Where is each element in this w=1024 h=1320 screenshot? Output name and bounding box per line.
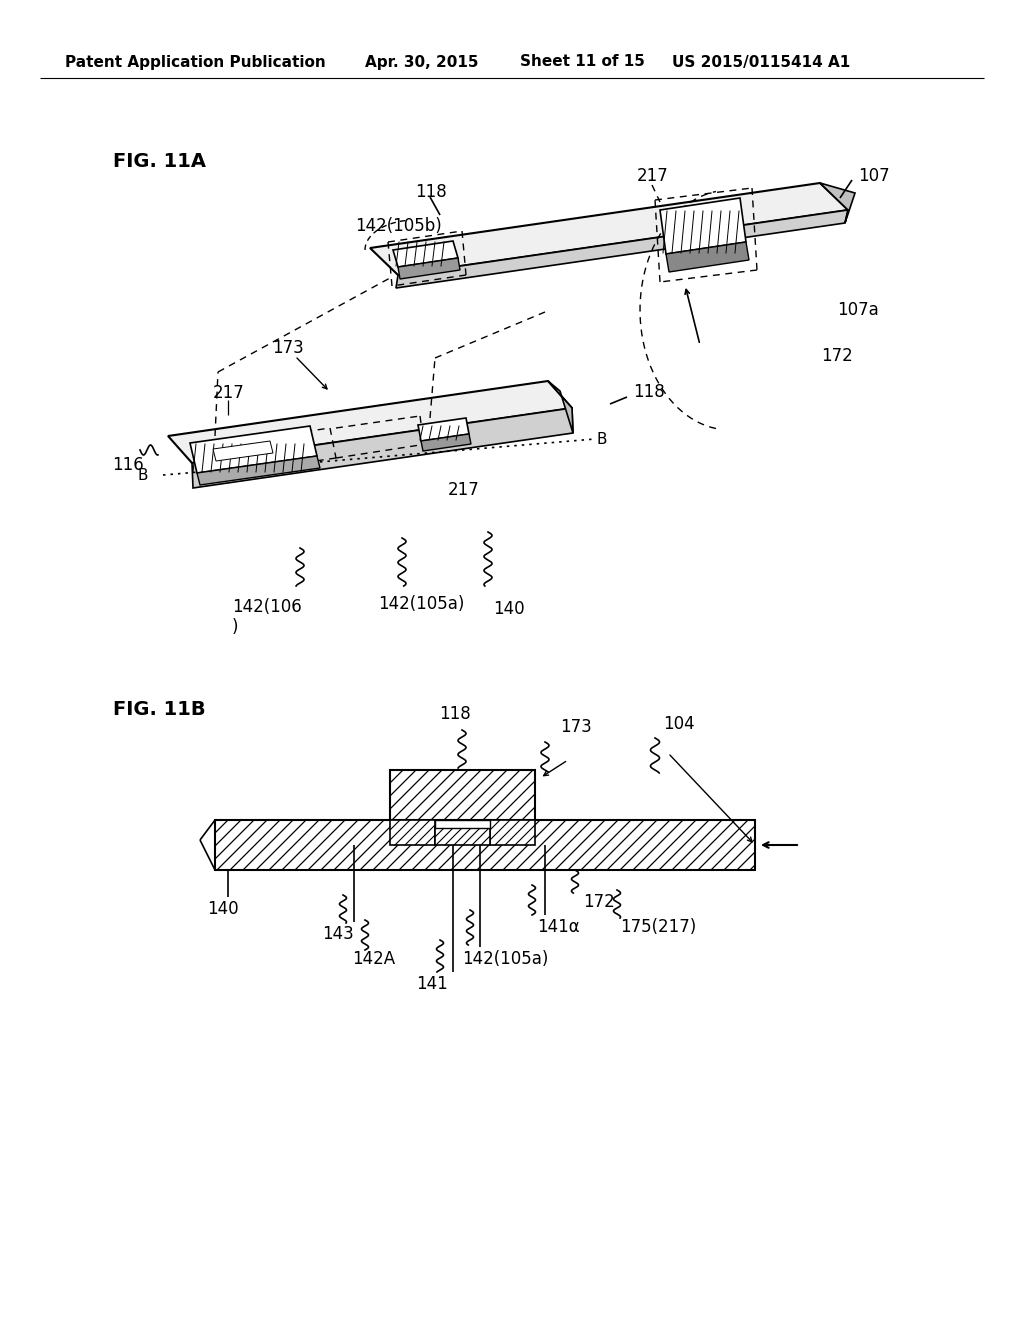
Text: 217: 217 [213,384,245,403]
Text: 141α: 141α [537,917,580,936]
Text: B: B [137,467,148,483]
Text: 141: 141 [416,975,447,993]
Polygon shape [398,257,460,279]
Polygon shape [390,820,435,845]
Text: 217: 217 [637,168,669,185]
Text: 118: 118 [633,383,665,401]
Text: 175(217): 175(217) [620,917,696,936]
Polygon shape [390,770,535,820]
Text: 142(105a): 142(105a) [462,950,549,968]
Text: 142(105a): 142(105a) [378,595,464,612]
Polygon shape [490,820,535,845]
Text: 104: 104 [663,715,694,733]
Text: 118: 118 [439,705,471,723]
Polygon shape [418,418,469,441]
Polygon shape [193,408,573,488]
Text: 217: 217 [449,480,480,499]
Text: 142(105b): 142(105b) [355,216,441,235]
Text: Sheet 11 of 15: Sheet 11 of 15 [520,54,645,70]
Polygon shape [435,828,490,845]
Text: 143: 143 [323,925,354,942]
Text: 140: 140 [493,601,524,618]
Text: ): ) [232,618,239,636]
Polygon shape [393,242,458,267]
Text: 118: 118 [415,183,446,201]
Polygon shape [213,441,273,461]
Text: 172: 172 [821,347,853,366]
Polygon shape [660,198,746,253]
Text: 142A: 142A [352,950,395,968]
Polygon shape [421,434,471,451]
Text: 142(106: 142(106 [232,598,302,616]
Text: 173: 173 [560,718,592,737]
Polygon shape [197,455,319,484]
Text: 173: 173 [272,339,304,356]
Polygon shape [396,210,848,288]
Polygon shape [820,183,855,223]
Text: 140: 140 [207,900,239,917]
Text: 172: 172 [583,894,614,911]
Text: Patent Application Publication: Patent Application Publication [65,54,326,70]
Text: FIG. 11A: FIG. 11A [113,152,206,172]
Polygon shape [370,183,848,275]
Polygon shape [190,426,317,473]
Polygon shape [666,242,749,272]
Polygon shape [168,381,572,463]
Text: 116: 116 [112,455,143,474]
Text: US 2015/0115414 A1: US 2015/0115414 A1 [672,54,850,70]
Text: B: B [597,432,607,446]
Text: FIG. 11B: FIG. 11B [113,700,206,719]
Polygon shape [548,381,573,433]
Polygon shape [435,820,490,828]
Text: 107a: 107a [837,301,879,319]
Text: Apr. 30, 2015: Apr. 30, 2015 [365,54,478,70]
Polygon shape [215,820,755,870]
Text: 107: 107 [858,168,890,185]
